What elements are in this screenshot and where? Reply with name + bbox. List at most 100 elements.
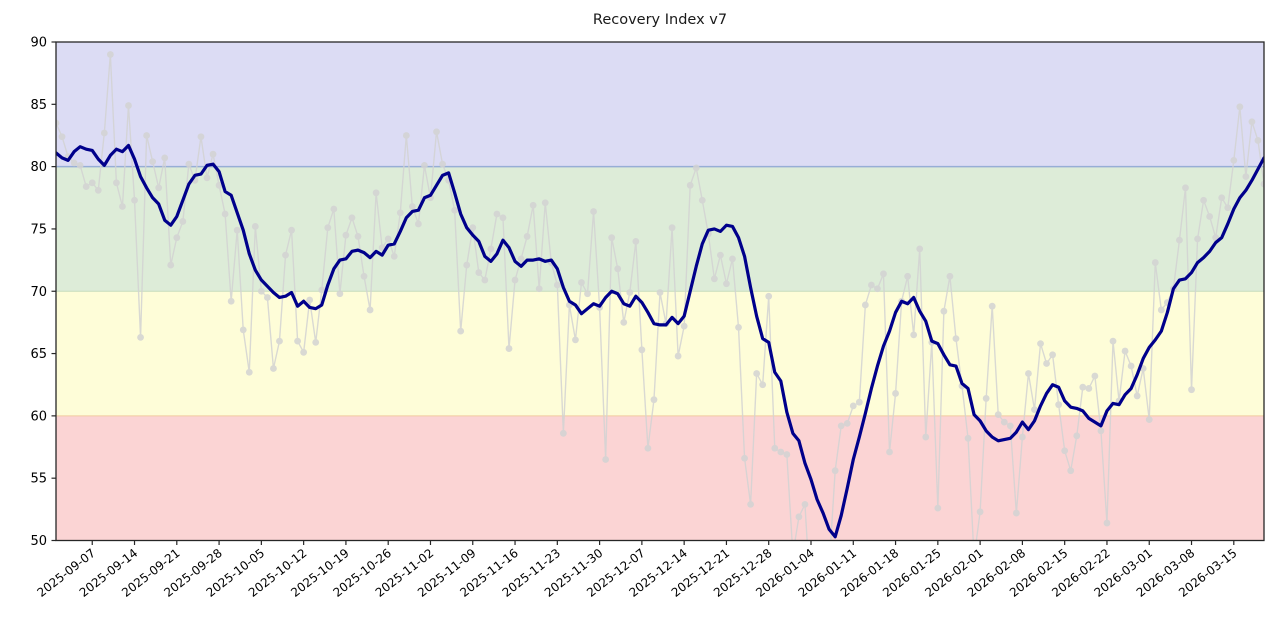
- daily-point: [849, 402, 857, 410]
- daily-point: [553, 281, 561, 289]
- band-zone-60-70: [56, 291, 1264, 416]
- daily-point: [282, 251, 289, 259]
- daily-point: [1242, 173, 1250, 180]
- daily-point: [946, 272, 954, 280]
- daily-point: [197, 133, 205, 141]
- daily-point: [801, 500, 809, 508]
- daily-point: [892, 390, 899, 397]
- daily-point: [94, 186, 102, 194]
- daily-point: [106, 51, 114, 58]
- daily-point: [614, 265, 622, 273]
- daily-point: [390, 252, 398, 260]
- daily-point: [1127, 362, 1135, 370]
- daily-point: [408, 203, 416, 210]
- daily-point: [559, 429, 567, 437]
- daily-point: [650, 396, 658, 404]
- daily-point: [1079, 383, 1087, 391]
- moving-average-series: [56, 143, 1264, 539]
- daily-point: [698, 196, 706, 204]
- daily-point: [535, 285, 543, 293]
- daily-point: [608, 234, 616, 242]
- daily-point: [366, 306, 374, 314]
- daily-point: [759, 381, 767, 389]
- daily-point: [76, 161, 84, 169]
- daily-point: [451, 206, 459, 214]
- daily-point: [771, 444, 779, 452]
- daily-point: [264, 294, 271, 301]
- daily-point: [481, 276, 489, 284]
- daily-point: [1043, 360, 1050, 367]
- daily-point: [88, 179, 96, 187]
- daily-point: [1157, 306, 1165, 314]
- daily-point: [342, 231, 350, 239]
- daily-point: [668, 224, 676, 232]
- daily-point: [843, 419, 851, 427]
- y-tick-label: 60: [30, 409, 47, 424]
- daily-point: [354, 233, 362, 240]
- daily-point: [1097, 427, 1105, 435]
- daily-point: [257, 287, 265, 295]
- daily-point: [747, 500, 754, 508]
- daily-point: [1176, 236, 1183, 244]
- daily-point: [710, 275, 718, 283]
- daily-point: [487, 245, 495, 253]
- daily-point: [270, 365, 277, 372]
- daily-point: [113, 179, 120, 187]
- daily-point: [324, 224, 332, 232]
- daily-point: [499, 214, 507, 222]
- daily-point: [70, 159, 78, 167]
- daily-point: [1236, 103, 1244, 111]
- daily-point: [233, 226, 241, 234]
- daily-point: [1254, 137, 1262, 144]
- y-tick-label: 75: [30, 222, 47, 237]
- daily-point: [155, 184, 163, 192]
- daily-point: [910, 331, 918, 339]
- daily-point: [1121, 347, 1129, 355]
- daily-point: [143, 132, 151, 139]
- daily-point: [167, 261, 175, 269]
- daily-point: [529, 201, 537, 209]
- daily-point: [795, 513, 803, 521]
- daily-point: [964, 434, 972, 442]
- daily-point: [203, 174, 211, 182]
- daily-point: [119, 203, 126, 210]
- y-tick-label: 50: [30, 534, 47, 549]
- daily-point: [578, 279, 585, 286]
- daily-point: [185, 160, 193, 168]
- daily-point: [469, 224, 477, 232]
- daily-point: [360, 272, 368, 280]
- y-tick-label: 65: [30, 347, 47, 362]
- daily-point: [1248, 118, 1256, 126]
- band-zone-50-60: [56, 415, 1264, 541]
- daily-point: [1067, 467, 1075, 475]
- daily-point: [976, 508, 984, 516]
- daily-point: [505, 345, 513, 352]
- daily-point: [1031, 406, 1038, 414]
- daily-point: [874, 285, 881, 293]
- daily-point: [1230, 156, 1238, 164]
- daily-point: [493, 210, 501, 218]
- daily-point: [644, 444, 652, 452]
- daily-point: [1133, 392, 1141, 400]
- chart-title: Recovery Index v7: [592, 12, 728, 28]
- daily-point: [215, 181, 223, 189]
- daily-point: [209, 150, 217, 158]
- moving-average-line: [56, 143, 1264, 539]
- daily-point: [100, 129, 108, 137]
- daily-point: [765, 292, 773, 300]
- daily-point: [330, 205, 338, 213]
- daily-point: [783, 451, 791, 458]
- daily-point: [1218, 194, 1226, 202]
- daily-point: [904, 272, 912, 280]
- daily-point: [620, 319, 628, 326]
- daily-point: [1025, 370, 1032, 377]
- daily-point: [735, 323, 742, 331]
- daily-point: [686, 181, 694, 189]
- daily-point: [572, 336, 579, 344]
- daily-point: [348, 214, 356, 222]
- daily-point: [1037, 340, 1044, 347]
- daily-point: [421, 161, 428, 169]
- daily-point: [1109, 337, 1117, 345]
- daily-point: [475, 269, 483, 276]
- daily-point: [239, 326, 247, 334]
